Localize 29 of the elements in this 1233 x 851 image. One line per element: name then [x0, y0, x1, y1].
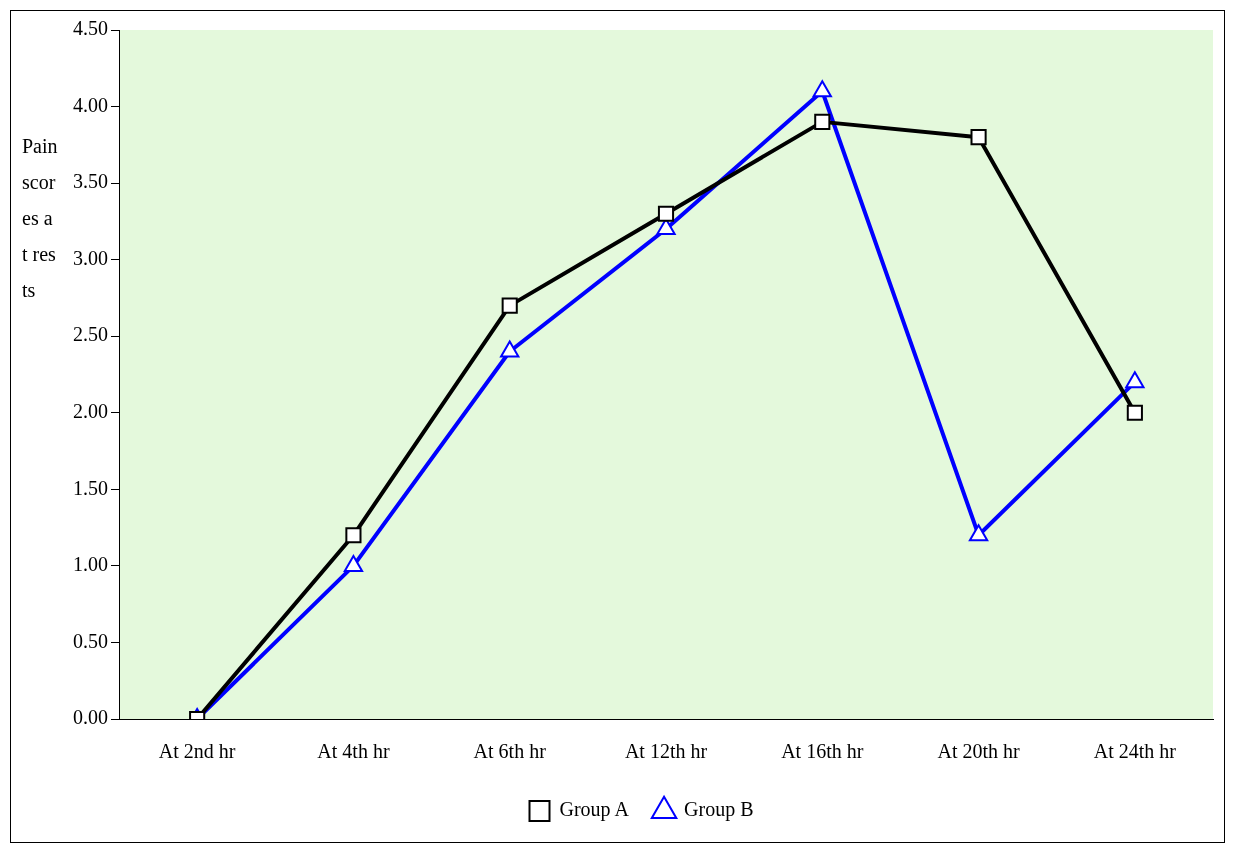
- point: [968, 524, 989, 542]
- x-tick-label: At 16th hr: [781, 740, 864, 763]
- x-tick-label: At 12th hr: [624, 740, 708, 763]
- y-tick-label: 1.00: [73, 553, 108, 576]
- point: [1125, 371, 1145, 389]
- point: [343, 554, 364, 572]
- y-tick-label: 4.00: [73, 93, 108, 116]
- y-tick-label: 3.50: [73, 170, 108, 193]
- x-tick-label: At 4th hr: [317, 740, 390, 763]
- y-tick-label: 3.00: [73, 246, 108, 269]
- legend-label: Group A: [559, 798, 630, 822]
- point: [500, 340, 520, 358]
- y-tick-label: 4.50: [73, 17, 108, 40]
- y-tick-label: 0.50: [73, 629, 108, 652]
- x-tick-label: At 20th hr: [937, 740, 1021, 763]
- y-axis-title: Pain scores at rests: [22, 134, 58, 303]
- x-tick-label: At 2nd hr: [158, 740, 236, 763]
- point: [501, 297, 518, 314]
- y-tick-label: 1.50: [73, 476, 108, 499]
- x-tick-label: At 24th hr: [1093, 740, 1177, 763]
- y-tick-label: 0.00: [73, 706, 108, 729]
- point: [970, 129, 987, 146]
- point: [1126, 404, 1143, 421]
- legend-label: Group B: [684, 798, 754, 822]
- x-tick-label: At 6th hr: [473, 740, 547, 763]
- point: [657, 205, 675, 222]
- y-tick-label: 2.00: [73, 400, 108, 423]
- y-tick-label: 2.50: [73, 323, 108, 346]
- point: [814, 113, 831, 130]
